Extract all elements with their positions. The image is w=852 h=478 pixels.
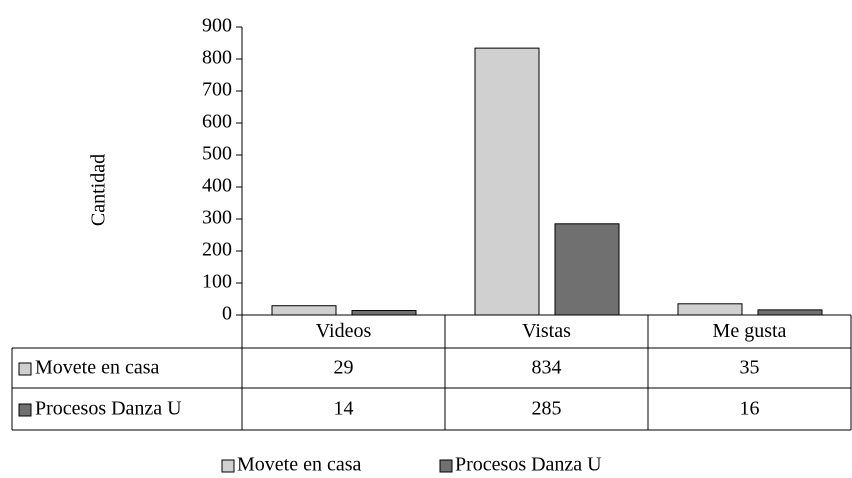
bar	[351, 310, 417, 316]
table-legend-key	[18, 403, 32, 417]
table-legend-key	[18, 362, 32, 376]
legend-label: Movete en casa	[237, 454, 362, 476]
bar	[271, 305, 337, 316]
legend-key	[221, 459, 235, 473]
x-tick-label: Vistas	[522, 320, 571, 342]
y-tick-label: 500	[202, 143, 232, 165]
y-tick-label: 800	[202, 47, 232, 69]
table-row-label: Procesos Danza U	[35, 398, 182, 420]
legend-label: Procesos Danza U	[455, 454, 602, 476]
y-tick-label: 900	[202, 15, 232, 37]
bar	[554, 223, 620, 316]
table-cell: 16	[740, 398, 760, 420]
table-cell: 35	[740, 357, 760, 379]
y-tick-label: 0	[222, 303, 232, 325]
y-tick-label: 200	[202, 239, 232, 261]
y-tick-label: 300	[202, 207, 232, 229]
x-tick-label: Videos	[316, 320, 372, 342]
table-cell: 834	[532, 357, 562, 379]
bar	[757, 309, 823, 316]
table-cell: 285	[532, 398, 562, 420]
bar	[474, 47, 540, 316]
y-tick-label: 100	[202, 271, 232, 293]
y-tick-label: 600	[202, 111, 232, 133]
x-tick-label: Me gusta	[713, 320, 787, 342]
table-cell: 29	[334, 357, 354, 379]
table-row-label: Movete en casa	[35, 357, 160, 379]
legend-key	[439, 459, 453, 473]
table-cell: 14	[334, 398, 354, 420]
y-tick-label: 400	[202, 175, 232, 197]
y-axis-label: Cantidad	[88, 154, 110, 226]
bar	[677, 303, 743, 316]
y-tick-label: 700	[202, 79, 232, 101]
